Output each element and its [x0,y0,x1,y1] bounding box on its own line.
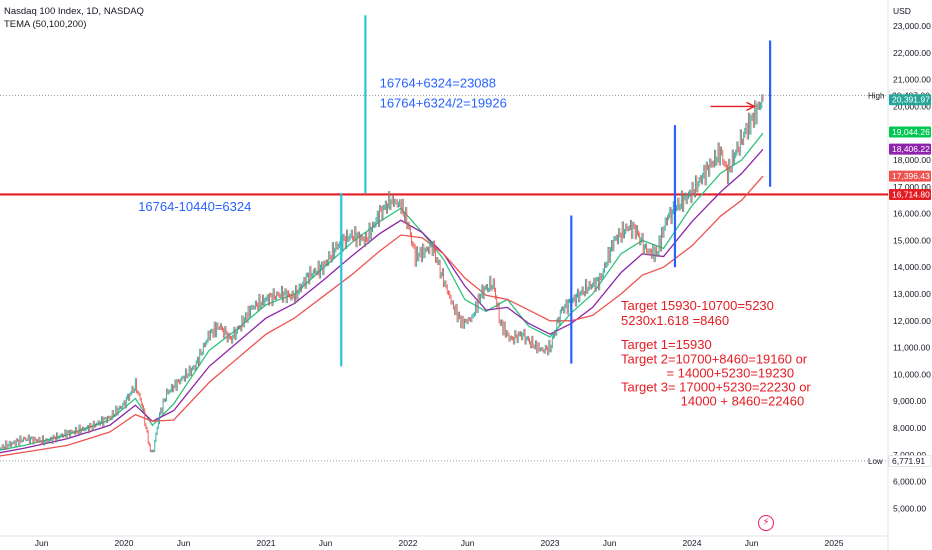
price-tag: 18,406.22 [889,143,931,155]
annotation-target-3: Target 3= 17000+5230=22230 or [621,380,811,395]
price-tag-value: 19,044.26 [892,127,930,137]
x-tick-label: Jun [745,538,759,548]
price-tag-value: 20,391.97 [892,95,930,105]
y-tick-label: 7,000.00 [893,450,926,460]
y-tick-label: 20,000.00 [893,101,931,111]
y-tick-label: 8,000.00 [893,423,926,433]
y-tick-label: 10,000.00 [893,369,931,379]
target-arrow-head [746,101,757,112]
series-line-tema-1 [0,132,764,451]
annotation-fib: 5230x1.618 =8460 [621,313,729,328]
x-tick-label: Jun [461,538,475,548]
y-tick-label: 17,000.00 [893,182,931,192]
y-tick-label: 5,000.00 [893,503,926,513]
annotation-range-calc: 16764-10440=6324 [138,199,251,214]
y-tick-label: 14,000.00 [893,262,931,272]
price-tag-value: 6,771.91 [892,456,925,466]
y-tick-label: 16,000.00 [893,209,931,219]
annotation-target-2b: = 14000+5230=19230 [666,366,794,381]
y-tick-label: 11,000.00 [893,343,930,353]
annotation-target-2: Target 2=10700+8460=19160 or [621,352,808,367]
price-tag-box [888,455,932,467]
price-tag: 20,391.97 [889,94,931,106]
annotation-target-3b: 14000 + 8460=22460 [681,393,805,408]
price-candles [0,94,764,453]
price-tag-box [889,143,931,155]
price-tag-box [889,170,931,182]
x-tick-label: 2020 [115,538,134,548]
y-tick-label: 22,000.00 [893,48,931,58]
price-tag-value: 16,714.80 [892,189,930,199]
indicator-label: TEMA (50,100,200) [4,19,87,30]
price-tag-box [889,126,931,138]
price-tag-label: High [868,91,884,100]
y-tick-label: 18,000.00 [893,155,931,165]
price-tag: Low 6,771.91 [868,455,932,467]
x-tick-label: 2021 [257,538,276,548]
x-tick-label: 2023 [541,538,560,548]
x-tick-label: 2024 [683,538,702,548]
price-tag-box [889,188,931,200]
annotation-target-1: Target 1=15930 [621,337,712,352]
price-tag-box [889,94,931,106]
x-tick-label: 2025 [825,538,844,548]
y-tick-label: 21,000.00 [893,75,931,85]
price-tag-value: 18,406.22 [892,144,930,154]
y-tick-label: 13,000.00 [893,289,931,299]
x-tick-label: Jun [35,538,49,548]
x-tick-label: Jun [319,538,333,548]
annotation-target-calc: Target 15930-10700=5230 [621,298,774,313]
price-tag-label: Low [868,457,883,466]
y-tick-label: 15,000.00 [893,235,931,245]
annotation-target-full: 16764+6324=23088 [380,76,496,91]
price-tag: 17,396.43 [889,170,931,182]
price-tag: 16,714.80 [889,188,931,200]
y-tick-label: 9,000.00 [893,396,926,406]
price-tag-value: 17,396.43 [892,171,930,181]
y-tick-label: 12,000.00 [893,316,931,326]
y-tick-label: 6,000.00 [893,477,926,487]
x-tick-label: Jun [177,538,191,548]
currency-label: USD [893,6,911,16]
annotation-target-half: 16764+6324/2=19926 [380,96,507,111]
price-tag: 19,044.26 [889,126,931,138]
x-tick-label: 2022 [399,538,418,548]
y-tick-label: 23,000.00 [893,21,931,31]
lightning-icon[interactable]: ⚡ [758,515,774,531]
chart-title: Nasdaq 100 Index, 1D, NASDAQ [4,6,144,17]
series-line-tema-3 [0,175,764,457]
x-tick-label: Jun [603,538,617,548]
